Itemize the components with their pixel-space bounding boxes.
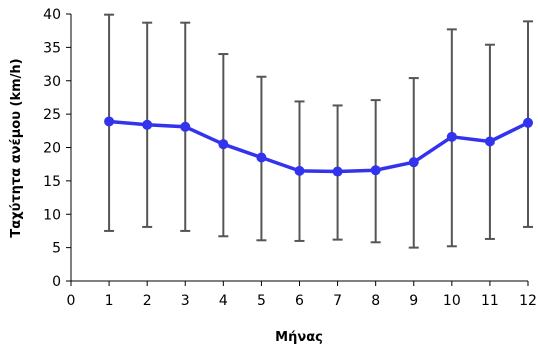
- y-tick-label: 5: [52, 241, 61, 257]
- x-tick-label: 0: [67, 293, 76, 309]
- series-layer: [104, 116, 533, 177]
- data-point: [256, 152, 267, 163]
- x-axis-title: Μήνας: [275, 330, 323, 345]
- x-tick-label: 6: [295, 293, 304, 309]
- x-tick-label: 8: [371, 293, 380, 309]
- data-point: [218, 139, 229, 150]
- data-point: [523, 117, 533, 128]
- data-point: [104, 116, 115, 127]
- y-tick-label: 35: [43, 40, 61, 56]
- data-point: [180, 121, 191, 132]
- y-tick-label: 30: [43, 74, 61, 90]
- y-tick-label: 0: [52, 274, 61, 290]
- y-tick-label: 15: [43, 174, 61, 190]
- error-bars: [104, 13, 533, 249]
- y-tick-label: 10: [43, 207, 61, 223]
- x-tick-label: 2: [143, 293, 152, 309]
- x-tick-label: 3: [181, 293, 190, 309]
- y-axis-title: Ταχύτητα ανέμου (km/h): [9, 58, 24, 237]
- data-point: [142, 119, 153, 130]
- x-tick-label: 1: [105, 293, 114, 309]
- x-tick-label: 11: [481, 293, 499, 309]
- y-tick-label: 20: [43, 141, 61, 157]
- x-tick-label: 4: [219, 293, 228, 309]
- x-tick-label: 10: [443, 293, 461, 309]
- x-tick-label: 9: [409, 293, 418, 309]
- data-point: [294, 165, 305, 176]
- data-point: [332, 166, 343, 177]
- axes: [66, 13, 529, 286]
- data-point: [446, 131, 457, 142]
- data-point: [408, 157, 419, 168]
- x-tick-label: 5: [257, 293, 266, 309]
- y-tick-label: 40: [43, 7, 61, 23]
- x-tick-label: 12: [519, 293, 537, 309]
- x-tick-label: 7: [333, 293, 342, 309]
- series-line: [108, 119, 529, 174]
- data-point: [484, 136, 495, 147]
- y-tick-label: 25: [43, 107, 61, 123]
- data-point: [370, 165, 381, 176]
